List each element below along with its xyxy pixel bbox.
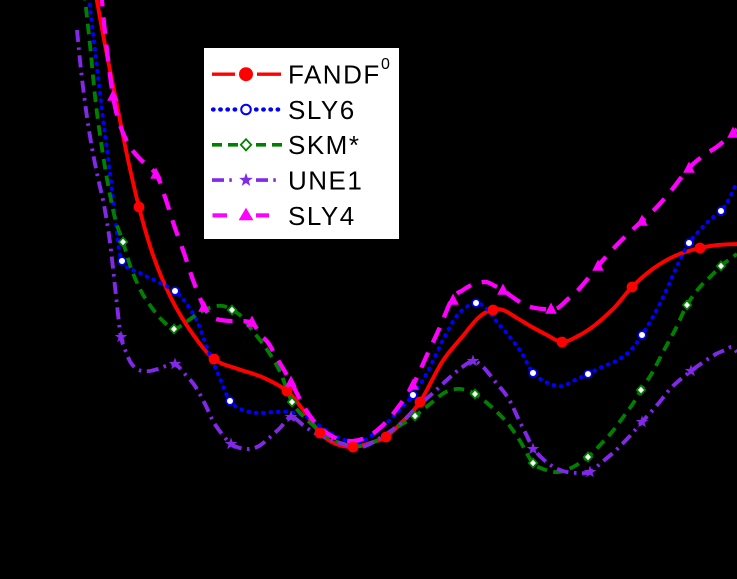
svg-text:UNE1: UNE1 (288, 166, 363, 196)
svg-text:FANDF: FANDF (288, 60, 381, 90)
svg-text:SLY6: SLY6 (288, 95, 356, 125)
svg-text:0: 0 (381, 56, 390, 73)
svg-text:SKM*: SKM* (288, 130, 360, 160)
svg-text:SLY4: SLY4 (288, 201, 356, 231)
